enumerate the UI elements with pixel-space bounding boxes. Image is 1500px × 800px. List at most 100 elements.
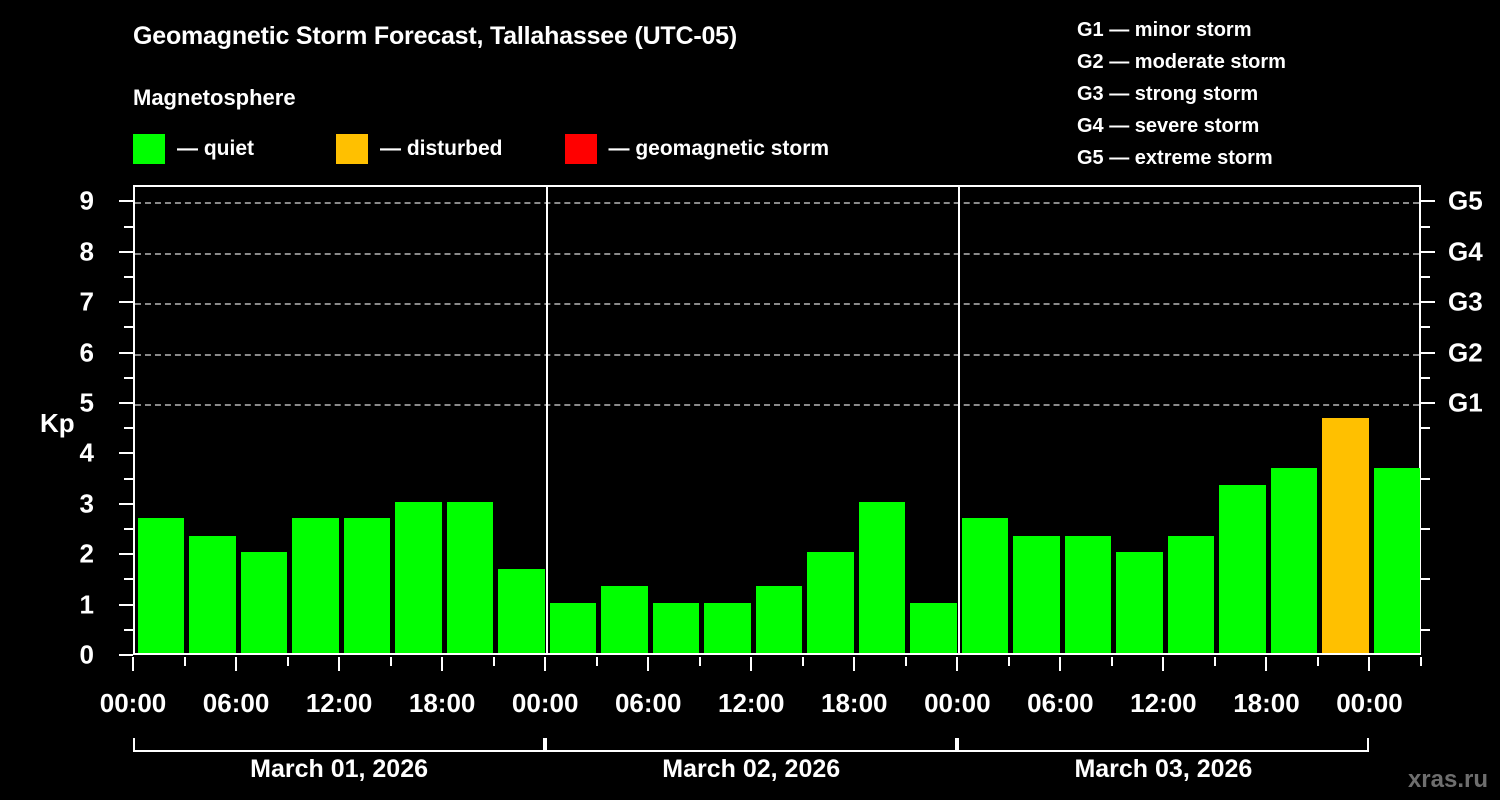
y-tick-label-7: 7 (79, 286, 94, 317)
x-tick-minor (1420, 657, 1422, 666)
y-tick-minor (124, 225, 133, 228)
y-tick-mark-1 (119, 603, 133, 606)
y-tick-minor (124, 276, 133, 278)
bar (652, 602, 700, 653)
g-scale-key-g1: G1 — minor storm (1077, 19, 1252, 41)
x-tick-mark-0 (132, 657, 134, 671)
bar (1167, 535, 1215, 653)
bar (961, 518, 1009, 653)
g-tick-minor (1421, 528, 1430, 530)
x-tick-label-12: 00:00 (1336, 688, 1403, 718)
legend-heading: Magnetosphere (133, 85, 296, 110)
bar (1270, 468, 1318, 653)
day-bracket-2 (545, 738, 958, 752)
x-tick-label-10: 12:00 (1130, 688, 1197, 718)
x-tick-label-11: 18:00 (1233, 688, 1300, 718)
x-tick-mark-9 (1059, 657, 1062, 671)
legend-item-disturbed: — disturbed (336, 134, 503, 164)
g-tick-minor (1421, 326, 1430, 329)
legend: — quiet — disturbed — geomagnetic storm (133, 134, 829, 164)
legend-swatch-disturbed (336, 134, 368, 164)
g-tick-mark-G4 (1421, 250, 1435, 253)
bar (498, 568, 545, 653)
y-tick-mark-4 (119, 452, 133, 455)
bar (1064, 535, 1112, 653)
y-tick-minor (124, 578, 133, 581)
x-tick-minor (492, 657, 495, 666)
bar (292, 518, 339, 653)
bar (395, 501, 442, 653)
watermark: xras.ru (1407, 766, 1488, 793)
x-tick-minor (1213, 657, 1216, 666)
g-tick-label-G1: G1 (1448, 387, 1483, 418)
x-tick-label-7: 18:00 (821, 688, 888, 718)
y-tick-mark-8 (119, 250, 133, 253)
bar (858, 501, 906, 653)
legend-label-storm: — geomagnetic storm (608, 137, 830, 160)
bar (343, 518, 391, 653)
x-tick-mark-4 (544, 657, 547, 671)
bar (755, 585, 803, 653)
bar (549, 602, 597, 653)
g-tick-mark-G2 (1421, 351, 1435, 354)
gridline-kp-9 (135, 202, 1419, 205)
y-tick-label-2: 2 (79, 538, 94, 569)
g-scale-key-g2: G2 — moderate storm (1077, 51, 1286, 73)
bar (704, 602, 751, 653)
x-tick-minor (389, 657, 392, 666)
x-tick-mark-7 (853, 657, 856, 671)
x-tick-label-3: 18:00 (408, 688, 476, 718)
x-tick-mark-5 (647, 657, 650, 671)
plot-area (133, 185, 1421, 655)
x-tick-minor (1110, 657, 1113, 666)
day-bracket-1 (133, 738, 546, 752)
y-tick-mark-3 (119, 502, 133, 505)
gridline-kp-6 (135, 353, 1419, 356)
g-tick-minor (1421, 628, 1430, 631)
bar (807, 552, 854, 653)
y-tick-minor (124, 376, 133, 379)
legend-label-disturbed: — disturbed (380, 137, 503, 160)
y-tick-minor (124, 326, 133, 329)
day-label-3: March 03, 2026 (1074, 755, 1253, 783)
x-tick-mark-8 (956, 657, 959, 671)
g-tick-minor (1421, 578, 1430, 581)
x-tick-mark-11 (1265, 657, 1268, 671)
g-tick-label-G3: G3 (1448, 286, 1483, 317)
bar (910, 602, 957, 653)
g-tick-label-G5: G5 (1448, 185, 1483, 216)
x-tick-mark-6 (750, 657, 753, 671)
y-tick-minor (124, 528, 133, 530)
g-tick-minor (1421, 376, 1430, 379)
y-tick-label-0: 0 (79, 639, 94, 670)
y-tick-minor (124, 477, 133, 480)
y-tick-label-5: 5 (79, 387, 94, 418)
y-tick-label-4: 4 (79, 437, 94, 468)
x-tick-label-1: 06:00 (202, 688, 270, 718)
bar (601, 585, 648, 653)
y-tick-label-6: 6 (79, 337, 94, 368)
g-tick-mark-G5 (1421, 200, 1435, 203)
g-tick-minor (1421, 427, 1430, 430)
x-tick-mark-1 (235, 657, 238, 671)
g-tick-label-G4: G4 (1448, 236, 1483, 267)
g-scale-key-g5: G5 — extreme storm (1077, 147, 1273, 169)
page-title: Geomagnetic Storm Forecast, Tallahassee … (133, 22, 738, 50)
x-tick-label-4: 00:00 (511, 688, 579, 718)
x-tick-mark-2 (338, 657, 341, 671)
x-tick-minor (904, 657, 907, 666)
gridline-kp-8 (135, 252, 1419, 255)
y-tick-mark-2 (119, 553, 133, 556)
y-tick-mark-5 (119, 402, 133, 404)
x-tick-label-5: 06:00 (614, 688, 682, 718)
bar (1373, 468, 1421, 653)
x-tick-minor (1316, 657, 1319, 666)
day-label-1: March 01, 2026 (250, 755, 429, 783)
bar (240, 552, 288, 653)
bar (1219, 485, 1266, 653)
x-tick-mark-3 (441, 657, 444, 671)
bar (137, 518, 185, 653)
g-tick-minor (1421, 225, 1430, 228)
bar (1322, 417, 1369, 653)
x-tick-mark-12 (1368, 657, 1371, 671)
